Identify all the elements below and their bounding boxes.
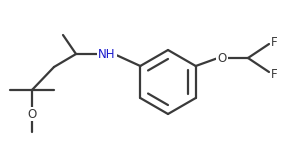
Text: O: O: [27, 108, 37, 120]
Text: NH: NH: [98, 48, 116, 60]
Text: F: F: [271, 68, 277, 81]
Text: O: O: [218, 51, 226, 64]
Text: F: F: [271, 36, 277, 48]
